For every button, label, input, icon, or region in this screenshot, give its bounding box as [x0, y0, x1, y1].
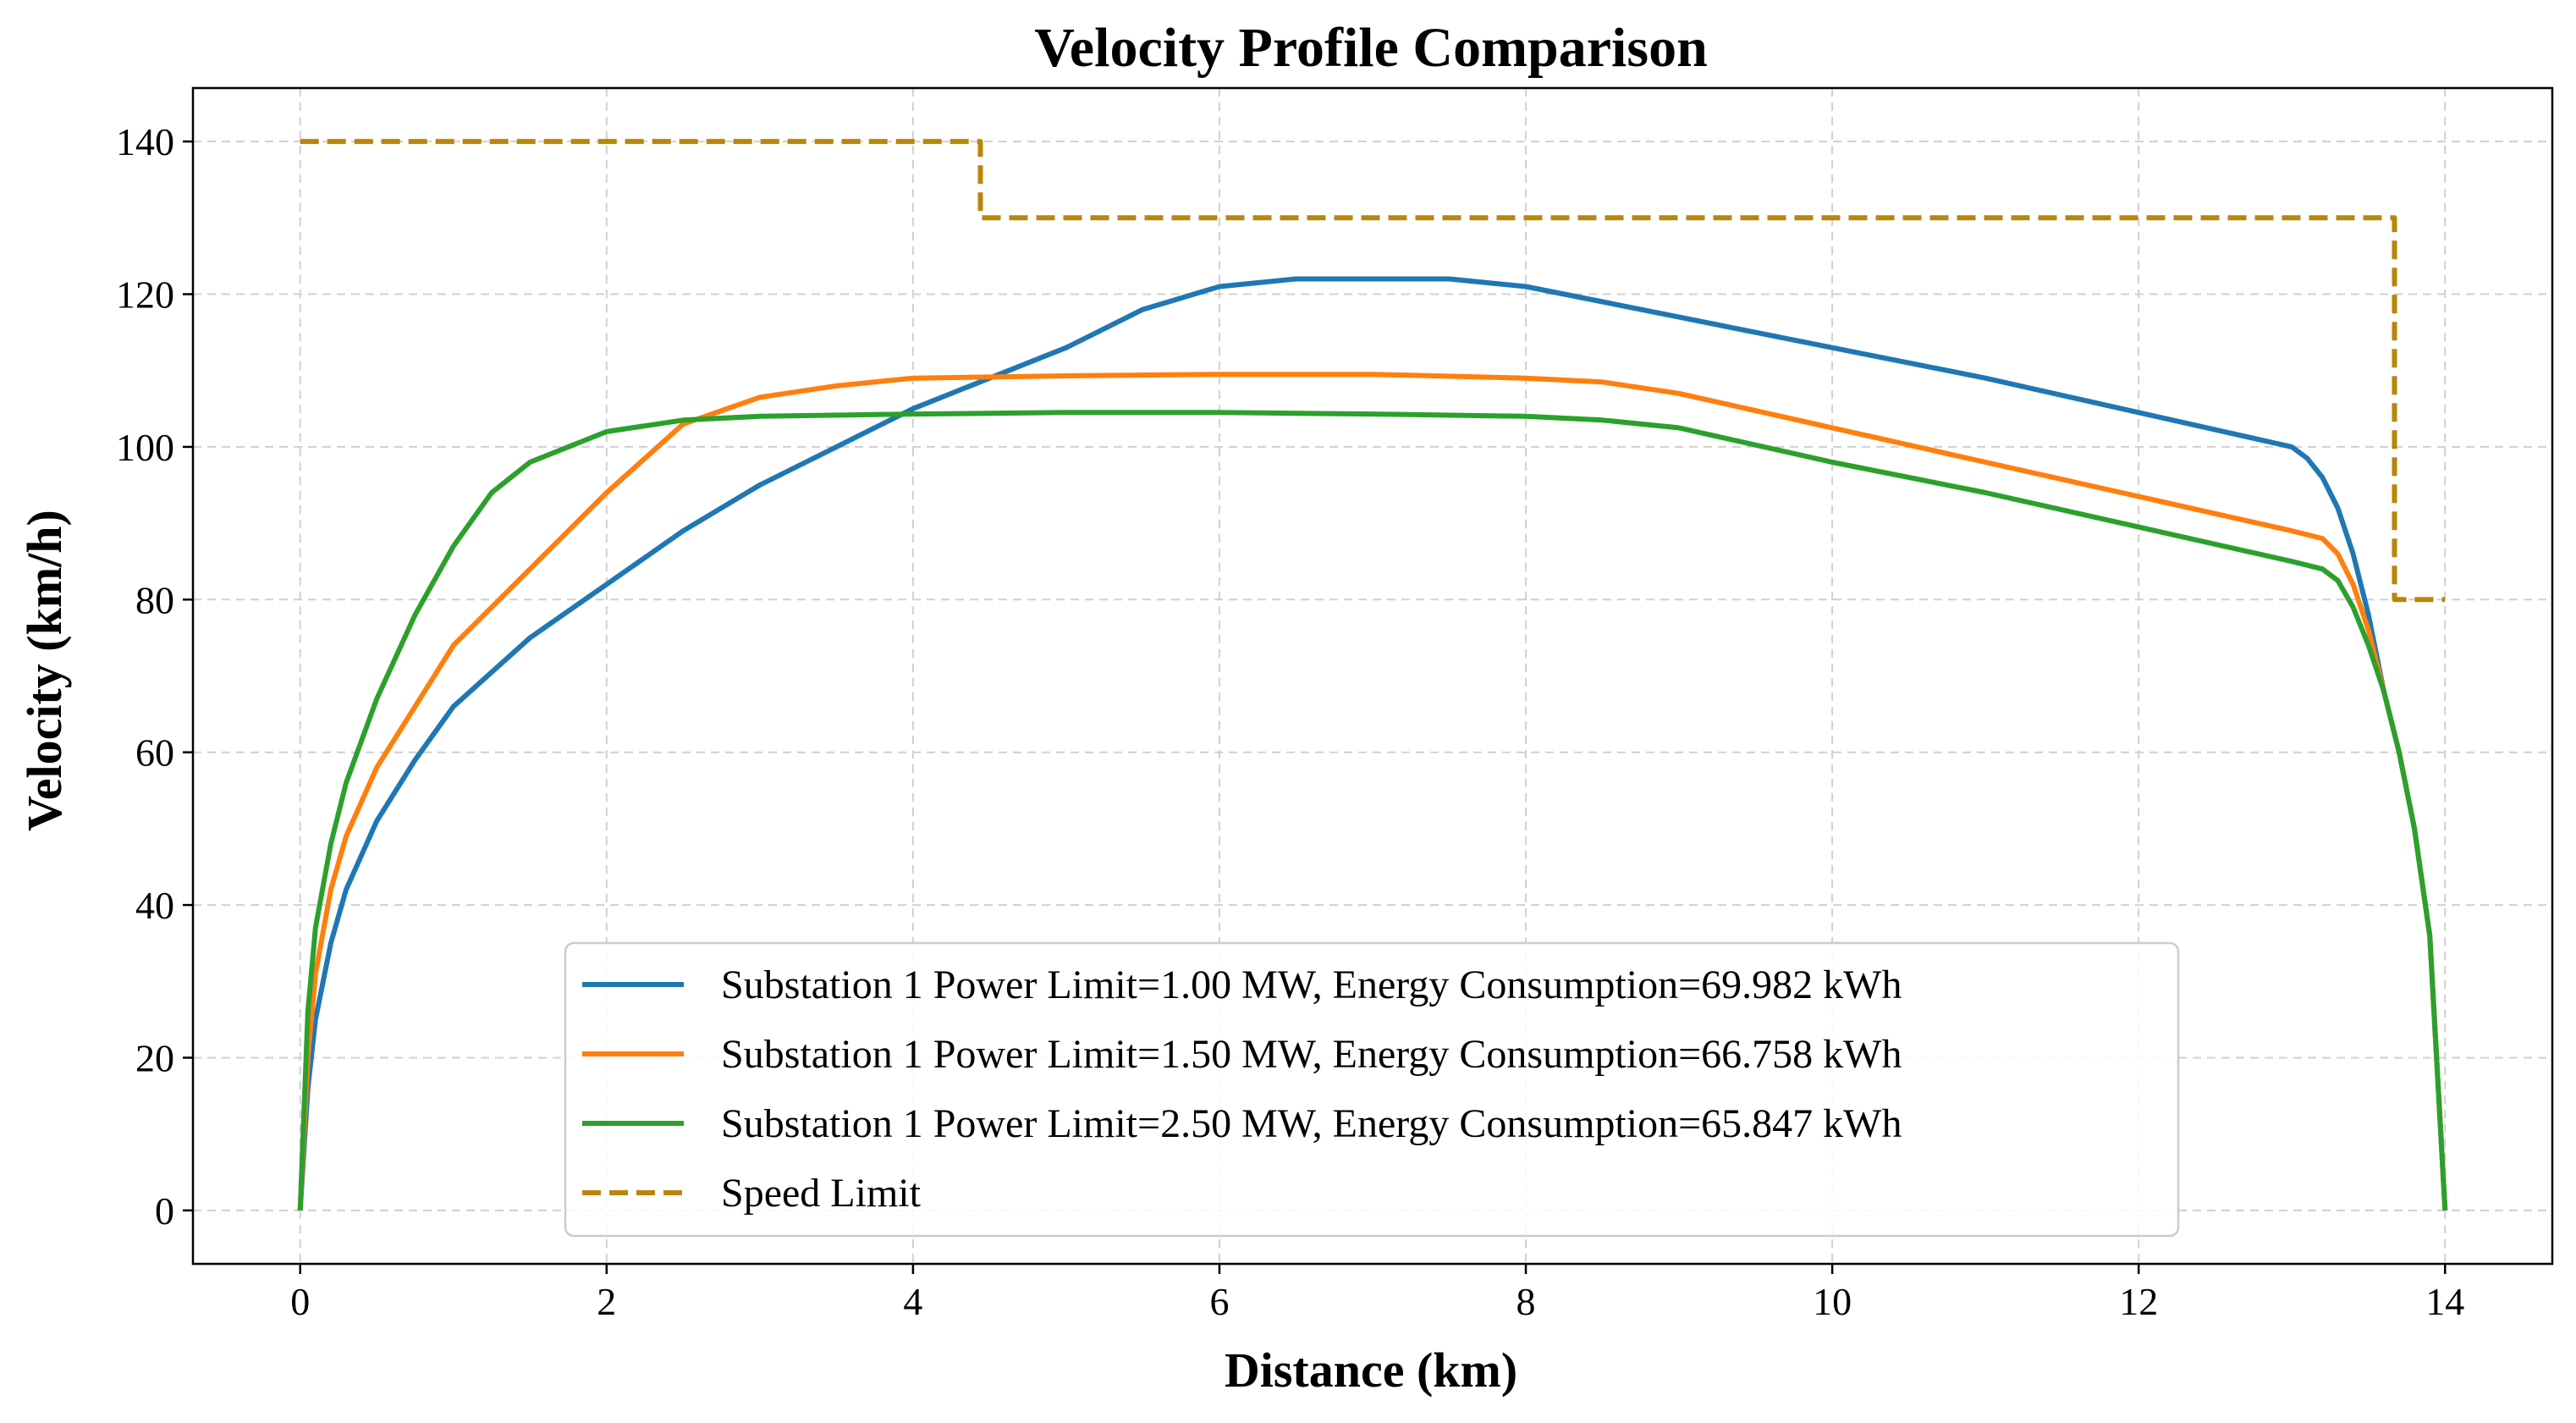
x-tick-label: 4: [903, 1280, 922, 1323]
legend-label-4: Speed Limit: [721, 1171, 922, 1216]
chart-title: Velocity Profile Comparison: [1034, 17, 1708, 79]
x-tick-label: 14: [2425, 1280, 2464, 1323]
y-tick-label: 100: [116, 426, 174, 469]
legend: Substation 1 Power Limit=1.00 MW, Energy…: [564, 941, 2180, 1238]
series-line-4: [300, 139, 2446, 603]
x-tick-label: 8: [1516, 1280, 1536, 1323]
y-tick-label: 80: [135, 578, 174, 621]
y-tick-label: 0: [155, 1189, 174, 1233]
x-tick-label: 2: [597, 1280, 616, 1323]
x-tick-label: 6: [1209, 1280, 1229, 1323]
series-line-3: [297, 410, 2448, 1211]
legend-label-3: Substation 1 Power Limit=2.50 MW, Energy…: [721, 1101, 1902, 1146]
legend-label-2: Substation 1 Power Limit=1.50 MW, Energy…: [721, 1032, 1902, 1077]
series-line-2: [297, 372, 2448, 1211]
y-tick-label: 140: [116, 120, 174, 163]
x-axis-label: Distance (km): [1225, 1343, 1517, 1398]
y-tick-label: 40: [135, 884, 174, 927]
plot-area-frame: [191, 86, 2554, 1266]
x-tick-label: 10: [1813, 1280, 1852, 1323]
series-line-1: [297, 276, 2448, 1211]
legend-items: Substation 1 Power Limit=1.00 MW, Energy…: [582, 962, 1902, 1216]
legend-label-1: Substation 1 Power Limit=1.00 MW, Energy…: [721, 962, 1902, 1007]
y-tick-label: 20: [135, 1036, 174, 1079]
x-tick-label: 12: [2119, 1280, 2158, 1323]
series-lines: [297, 139, 2448, 1211]
y-axis-label: Velocity (km/h): [17, 510, 72, 831]
y-axis-ticks: 0 20 40 60 80 100 120 140: [116, 120, 193, 1233]
x-tick-label: 0: [290, 1280, 310, 1323]
x-axis-ticks: 0 2 4 6 8 10 12 14: [290, 1264, 2464, 1323]
y-tick-label: 120: [116, 273, 174, 317]
y-tick-label: 60: [135, 731, 174, 775]
legend-box: [564, 941, 2180, 1238]
